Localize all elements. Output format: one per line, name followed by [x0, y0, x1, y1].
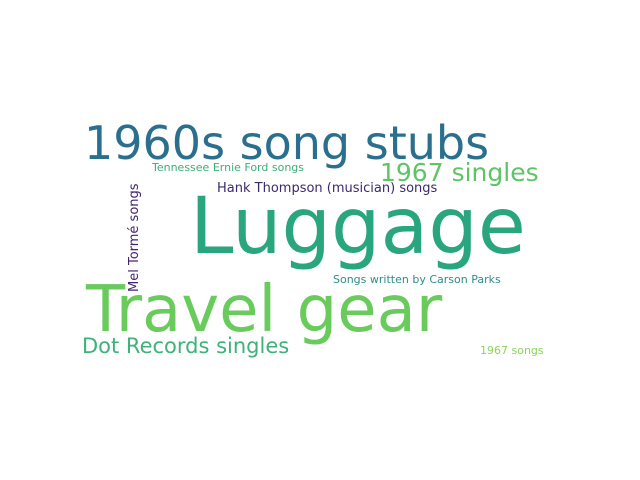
word-travel-gear: Travel gear	[86, 273, 443, 347]
word-songs-written-by-carson-parks: Songs written by Carson Parks	[333, 273, 501, 286]
word-tennessee-ernie-ford-songs: Tennessee Ernie Ford songs	[152, 161, 305, 174]
word-1960s-song-stubs: 1960s song stubs	[84, 116, 490, 170]
word-mel-torme-songs: Mel Tormé songs	[127, 183, 142, 292]
word-1967-singles: 1967 singles	[380, 158, 539, 187]
word-1967-songs: 1967 songs	[480, 344, 544, 357]
word-hank-thompson-songs: Hank Thompson (musician) songs	[217, 181, 438, 196]
word-dot-records-singles: Dot Records singles	[82, 334, 290, 358]
word-luggage: Luggage	[190, 182, 526, 272]
